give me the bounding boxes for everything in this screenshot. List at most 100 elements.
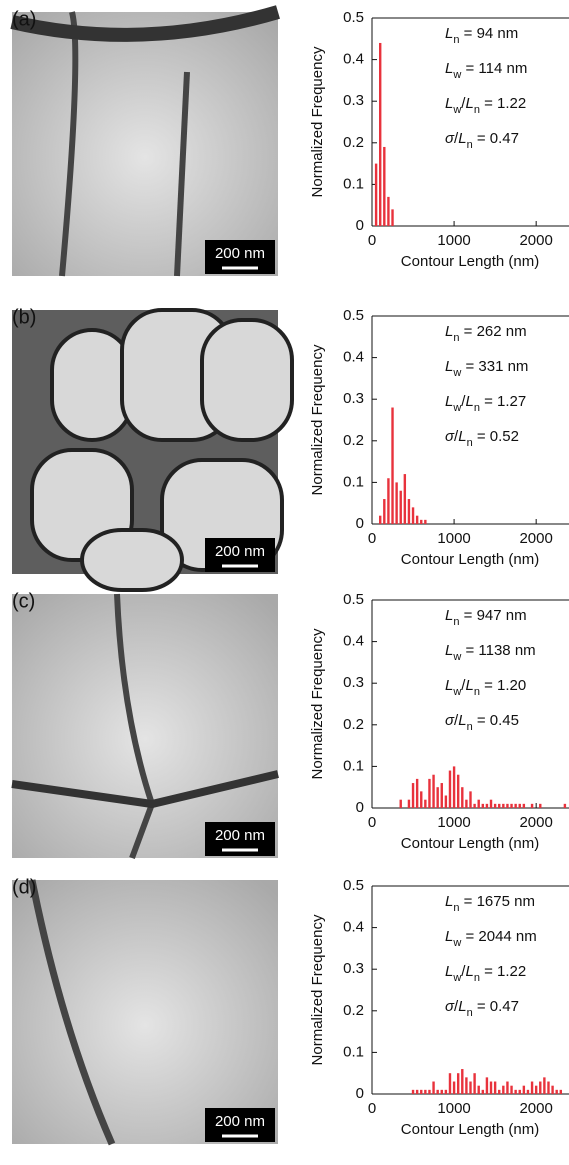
annotation-part: L (465, 963, 473, 980)
annotation-part: L (458, 130, 466, 147)
annotation-part: = 1.27 (480, 393, 526, 410)
y-axis-title: Normalized Frequency (309, 914, 326, 1065)
bar (387, 197, 389, 226)
y-tick-label: 0 (356, 217, 364, 234)
x-tick-label: 0 (368, 814, 376, 831)
y-tick-label: 0.3 (343, 92, 364, 109)
annotation-part: = 331 nm (461, 358, 528, 375)
bar (457, 775, 459, 808)
x-tick-label: 2000 (519, 530, 552, 547)
x-axis-title: Contour Length (nm) (401, 551, 539, 568)
x-tick-label: 1000 (437, 232, 470, 249)
bar (395, 482, 397, 524)
annotation-part: L (445, 963, 453, 980)
x-tick-label: 2000 (519, 232, 552, 249)
panel-label: (d) (12, 876, 36, 898)
x-tick-label: 2000 (519, 814, 552, 831)
annotation: σ/Ln = 0.52 (445, 428, 519, 449)
annotation-part: = 1.22 (480, 95, 526, 112)
bar (539, 804, 541, 808)
y-tick-label: 0.5 (343, 591, 364, 608)
hole (202, 320, 292, 440)
bar (453, 766, 455, 808)
annotation-part: L (465, 95, 473, 112)
bar (416, 1090, 418, 1094)
bar (506, 1082, 508, 1094)
y-tick-label: 0.4 (343, 633, 364, 650)
bar (400, 491, 402, 524)
bar (408, 800, 410, 808)
y-tick-label: 0.1 (343, 175, 364, 192)
annotation-part: L (445, 60, 453, 77)
bar (482, 804, 484, 808)
bar (445, 1090, 447, 1094)
annotation-part: L (445, 677, 453, 694)
bar (490, 1082, 492, 1094)
annotation-part: L (445, 928, 453, 945)
panel: (b)200 nm00.10.20.30.40.5010002000Contou… (12, 306, 569, 590)
annotation-part: = 262 nm (459, 323, 526, 340)
y-tick-label: 0.2 (343, 134, 364, 151)
y-tick-label: 0 (356, 1085, 364, 1102)
bar (420, 520, 422, 524)
x-tick-label: 2000 (519, 1100, 552, 1117)
annotation-part: w (452, 69, 461, 81)
panel-label: (b) (12, 306, 36, 328)
bar (523, 804, 525, 808)
bar (461, 787, 463, 808)
bar (428, 779, 430, 808)
bar (445, 796, 447, 808)
bar (473, 1073, 475, 1094)
annotation: Lw/Ln = 1.22 (445, 963, 526, 984)
bar (416, 779, 418, 808)
bar (514, 804, 516, 808)
bar (564, 804, 566, 808)
y-tick-label: 0.3 (343, 960, 364, 977)
y-tick-label: 0.2 (343, 716, 364, 733)
bar (523, 1086, 525, 1094)
x-tick-label: 0 (368, 1100, 376, 1117)
bar (420, 791, 422, 808)
x-tick-label: 0 (368, 232, 376, 249)
bar (519, 1090, 521, 1094)
annotation-part: = 1675 nm (459, 893, 534, 910)
bar (469, 791, 471, 808)
annotation-part: = 114 nm (461, 60, 527, 77)
bar (531, 1082, 533, 1094)
annotation-part: = 0.45 (473, 712, 519, 729)
bar (436, 1090, 438, 1094)
scale-bar-label: 200 nm (215, 827, 265, 844)
bar (560, 1090, 562, 1094)
bar (404, 474, 406, 524)
annotation-part: = 94 nm (459, 25, 518, 42)
y-tick-label: 0.4 (343, 51, 364, 68)
annotation-part: = 2044 nm (461, 928, 536, 945)
annotation: Ln = 94 nm (445, 25, 518, 46)
bar (432, 1082, 434, 1094)
annotation: Lw/Ln = 1.27 (445, 393, 526, 414)
bar (424, 1090, 426, 1094)
annotation: Lw = 114 nm (445, 60, 527, 81)
bar (375, 164, 377, 226)
y-tick-label: 0.2 (343, 432, 364, 449)
y-tick-label: 0 (356, 799, 364, 816)
bar (478, 800, 480, 808)
annotation-part: L (458, 712, 466, 729)
bar (400, 800, 402, 808)
bar (383, 147, 385, 226)
bar (510, 1086, 512, 1094)
annotation-part: L (458, 428, 466, 445)
bar (539, 1082, 541, 1094)
x-axis-title: Contour Length (nm) (401, 253, 539, 270)
bar (436, 787, 438, 808)
bar (441, 1090, 443, 1094)
annotation-part: L (445, 642, 453, 659)
bar (379, 516, 381, 524)
bar (527, 1090, 529, 1094)
annotation-part: L (445, 393, 453, 410)
annotation-part: w (452, 972, 461, 984)
annotation: Lw = 331 nm (445, 358, 528, 379)
bar (498, 804, 500, 808)
bar (383, 499, 385, 524)
bar (457, 1073, 459, 1094)
